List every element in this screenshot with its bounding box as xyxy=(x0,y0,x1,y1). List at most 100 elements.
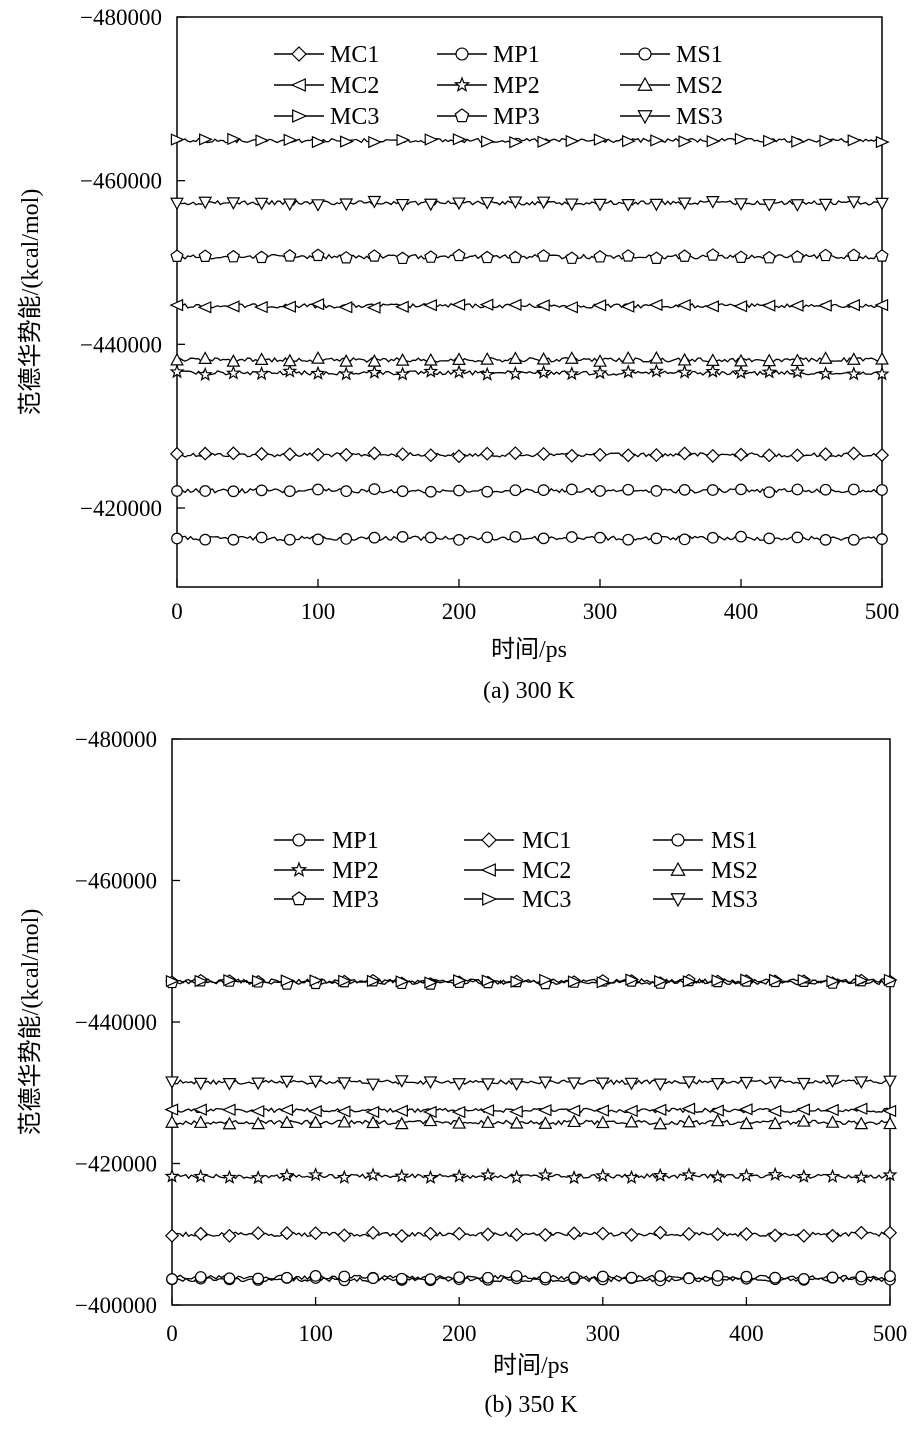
data-point xyxy=(452,1078,467,1091)
data-point xyxy=(595,1115,610,1129)
legend-item-mc1: MC1 xyxy=(274,42,379,68)
data-point xyxy=(818,365,834,381)
data-point xyxy=(251,974,266,988)
data-point xyxy=(683,1272,695,1285)
data-point xyxy=(283,533,296,546)
data-point xyxy=(480,352,495,365)
data-point xyxy=(310,365,326,380)
data-point xyxy=(706,484,719,496)
data-point xyxy=(710,1113,725,1127)
data-point xyxy=(676,298,691,312)
data-point xyxy=(677,446,692,461)
data-point xyxy=(396,531,409,543)
data-point xyxy=(654,974,668,988)
data-point xyxy=(396,133,411,147)
data-point xyxy=(424,531,437,544)
y-tick-label: −440000 xyxy=(75,1010,157,1035)
data-point xyxy=(883,1116,897,1130)
data-point xyxy=(480,1104,495,1117)
data-point xyxy=(790,199,805,212)
data-point xyxy=(592,364,608,380)
legend-item-mp2: MP2 xyxy=(274,858,379,884)
series-line xyxy=(177,535,883,542)
data-point xyxy=(339,250,353,264)
data-point xyxy=(762,448,777,463)
data-point xyxy=(365,1225,381,1240)
data-point xyxy=(254,250,269,264)
data-point xyxy=(395,447,410,462)
data-point xyxy=(875,351,889,365)
data-point xyxy=(226,446,241,461)
data-point xyxy=(818,447,833,462)
panel-caption: (a) 300 K xyxy=(483,678,576,704)
plot-frame xyxy=(176,16,883,588)
series-ms2 xyxy=(165,1113,897,1130)
data-point xyxy=(423,1076,438,1090)
data-point xyxy=(594,485,606,497)
data-point xyxy=(593,249,607,263)
data-point xyxy=(222,1078,237,1091)
data-point xyxy=(366,974,381,988)
data-point xyxy=(250,1104,265,1118)
data-point xyxy=(307,1104,322,1118)
series-ms1 xyxy=(171,483,888,499)
data-point xyxy=(883,1075,897,1089)
data-point xyxy=(621,448,636,463)
data-point xyxy=(279,1226,294,1241)
data-point xyxy=(171,532,183,545)
data-point xyxy=(281,1271,293,1284)
data-point xyxy=(394,1104,408,1117)
data-point xyxy=(738,1103,753,1116)
data-point xyxy=(768,1116,783,1130)
data-point xyxy=(536,249,551,262)
data-point xyxy=(762,353,777,367)
data-point xyxy=(791,135,806,148)
data-point xyxy=(481,531,494,544)
data-point xyxy=(367,195,382,209)
x-axis-title: 时间/ps xyxy=(491,636,567,663)
data-point xyxy=(650,134,665,147)
data-point xyxy=(424,1273,437,1285)
data-point xyxy=(423,352,438,366)
data-point xyxy=(847,533,860,546)
data-point xyxy=(480,1167,496,1182)
data-point xyxy=(451,298,466,311)
data-point xyxy=(537,1167,553,1182)
data-point xyxy=(705,353,720,366)
legend-marker xyxy=(455,47,469,61)
data-point xyxy=(682,1076,696,1089)
data-point xyxy=(791,531,804,544)
x-tick-label: 400 xyxy=(729,1321,764,1346)
data-point xyxy=(882,1225,898,1240)
data-point xyxy=(453,534,465,546)
data-point xyxy=(592,299,607,312)
legend-label: MC2 xyxy=(522,858,571,884)
data-point xyxy=(368,531,381,544)
legend-label: MP1 xyxy=(332,828,379,854)
data-point xyxy=(283,485,296,498)
data-point xyxy=(653,1078,668,1092)
legend-item-ms1: MS1 xyxy=(620,42,723,68)
data-point xyxy=(825,1228,840,1243)
data-point xyxy=(395,366,411,381)
y-tick-label: −460000 xyxy=(80,169,162,194)
legend-label: MC2 xyxy=(330,73,379,99)
data-point xyxy=(509,1227,524,1242)
data-point xyxy=(226,197,241,210)
data-point xyxy=(763,134,777,148)
data-point xyxy=(648,363,664,378)
legend: MC1 MC2 MC3 MP1 MP2 MP3 MS1 MS2 MS3 xyxy=(274,42,723,130)
y-tick-label: −420000 xyxy=(80,496,162,521)
legend-marker xyxy=(637,110,653,125)
data-point xyxy=(761,299,776,312)
data-point xyxy=(818,248,833,262)
series-line xyxy=(176,356,883,364)
data-point xyxy=(854,1116,869,1130)
data-point xyxy=(763,532,776,545)
data-point xyxy=(509,1078,524,1092)
legend-item-mc3: MC3 xyxy=(274,104,379,130)
data-point xyxy=(367,354,382,367)
data-point xyxy=(339,447,354,462)
data-point xyxy=(509,135,524,149)
data-point xyxy=(767,1104,782,1118)
